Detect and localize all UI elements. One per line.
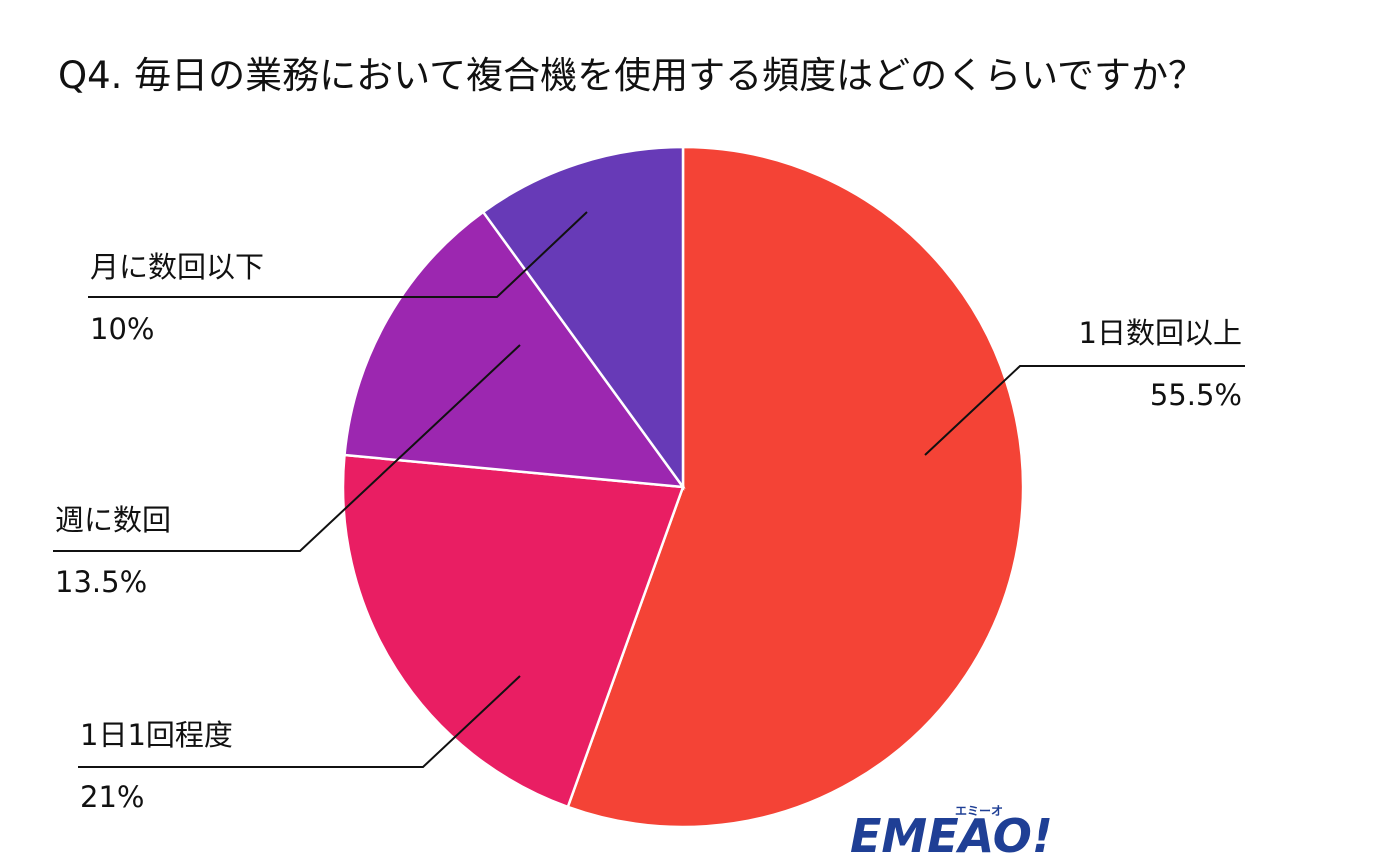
value-label: 13.5%	[55, 565, 147, 599]
slice-label: 月に数回以下	[90, 250, 264, 284]
slice-label: 1日1回程度	[80, 718, 233, 752]
pie-slice	[566, 145, 1025, 829]
value-label: 21%	[80, 780, 144, 814]
logo: EMEAO!	[850, 809, 1053, 863]
pie-slice	[343, 210, 686, 489]
leader-line	[53, 344, 521, 552]
chart-title: Q4. 毎日の業務において複合機を使用する頻度はどのくらいですか？	[58, 54, 1205, 97]
leader-line	[88, 211, 588, 298]
logo-ruby: エミーオ	[955, 804, 1003, 818]
leader-line	[78, 675, 521, 768]
value-label: 10%	[90, 312, 154, 346]
slice-label: 1日数回以上	[1079, 316, 1242, 350]
leader-line	[924, 365, 1245, 456]
value-label: 55.5%	[1150, 378, 1242, 412]
pie-slice	[481, 145, 685, 491]
slice-label: 週に数回	[55, 503, 171, 537]
